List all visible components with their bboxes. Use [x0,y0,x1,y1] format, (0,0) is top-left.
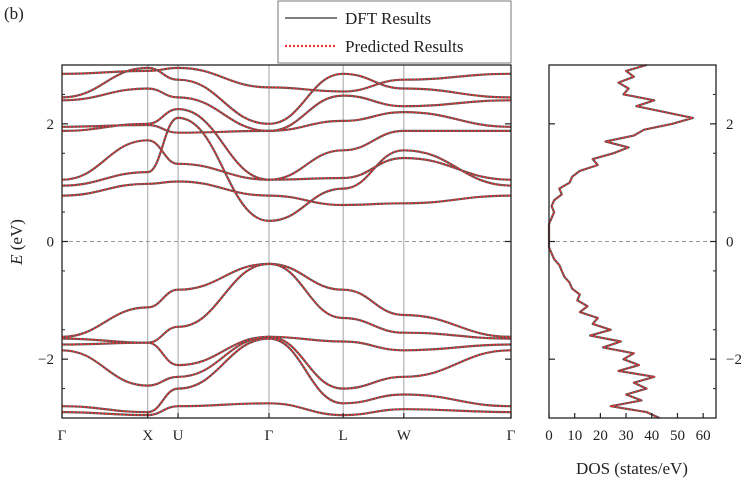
band-predicted-cb8 [62,67,511,93]
dos-x-tick-label: 10 [567,428,582,444]
band-x-tick-label: W [397,428,412,444]
legend-predicted-label: Predicted Results [345,37,464,56]
band-predicted-cb4 [62,108,511,181]
dos-y-tick-label: 0 [726,235,734,251]
bands-group [62,66,511,417]
band-dft-vb6 [62,402,511,417]
band-predicted-cb6 [62,87,511,132]
band-predicted-vb2 [62,263,511,344]
dos-y-tick-label: 2 [726,117,734,133]
band-x-tick-label: Γ [265,428,274,444]
band-structure-plot: −2 0 2 Γ X U Γ L W Γ [38,64,516,444]
band-y-tick-label: −2 [38,352,54,368]
legend-dft-label: DFT Results [345,9,431,28]
band-y-tick-label: 2 [47,117,55,133]
band-x-tick-label: Γ [58,428,67,444]
dos-x-axis-title: DOS (states/eV) [576,459,688,478]
band-x-tick-label: X [142,428,153,444]
band-dft-vb2 [62,262,511,344]
band-predicted-cb3 [62,117,511,222]
band-predicted-cb5 [62,111,511,134]
band-y-tick-label: 0 [47,235,55,251]
dos-x-tick-label: 0 [545,428,553,444]
svg-text:E (eV): E (eV) [7,219,26,266]
band-predicted-cb2 [62,139,511,181]
band-predicted-vb4 [62,335,511,390]
dos-plot: 0 10 20 30 40 50 60 −2 0 2 [545,63,742,444]
band-dft-cb5 [62,110,511,134]
band-dft-vb1 [62,262,511,338]
band-predicted-vb5 [62,337,511,413]
band-x-tick-label: Γ [507,428,516,444]
dos-y-tick-label: −2 [726,352,742,368]
band-x-tick-label: L [339,428,348,444]
y-axis-title: E (eV) [7,219,26,266]
band-x-tick-label: U [173,428,184,444]
band-dft-cb3 [62,116,511,223]
band-predicted-vb6 [62,402,511,416]
dos-x-tick-label: 40 [644,428,659,444]
band-predicted-cb7 [62,67,511,125]
dos-x-tick-label: 50 [670,428,685,444]
dos-x-tick-label: 20 [593,428,608,444]
y-axis-title-symbol: E [7,254,26,266]
y-axis-title-unit: (eV) [7,219,26,254]
dos-x-tick-label: 30 [619,428,634,444]
band-predicted-cb1 [62,180,511,206]
legend: DFT Results Predicted Results [277,0,512,64]
panel-label: (b) [4,4,24,23]
legend-box [277,0,512,64]
band-predicted-vb1 [62,263,511,338]
dos-x-tick-label: 60 [696,428,711,444]
